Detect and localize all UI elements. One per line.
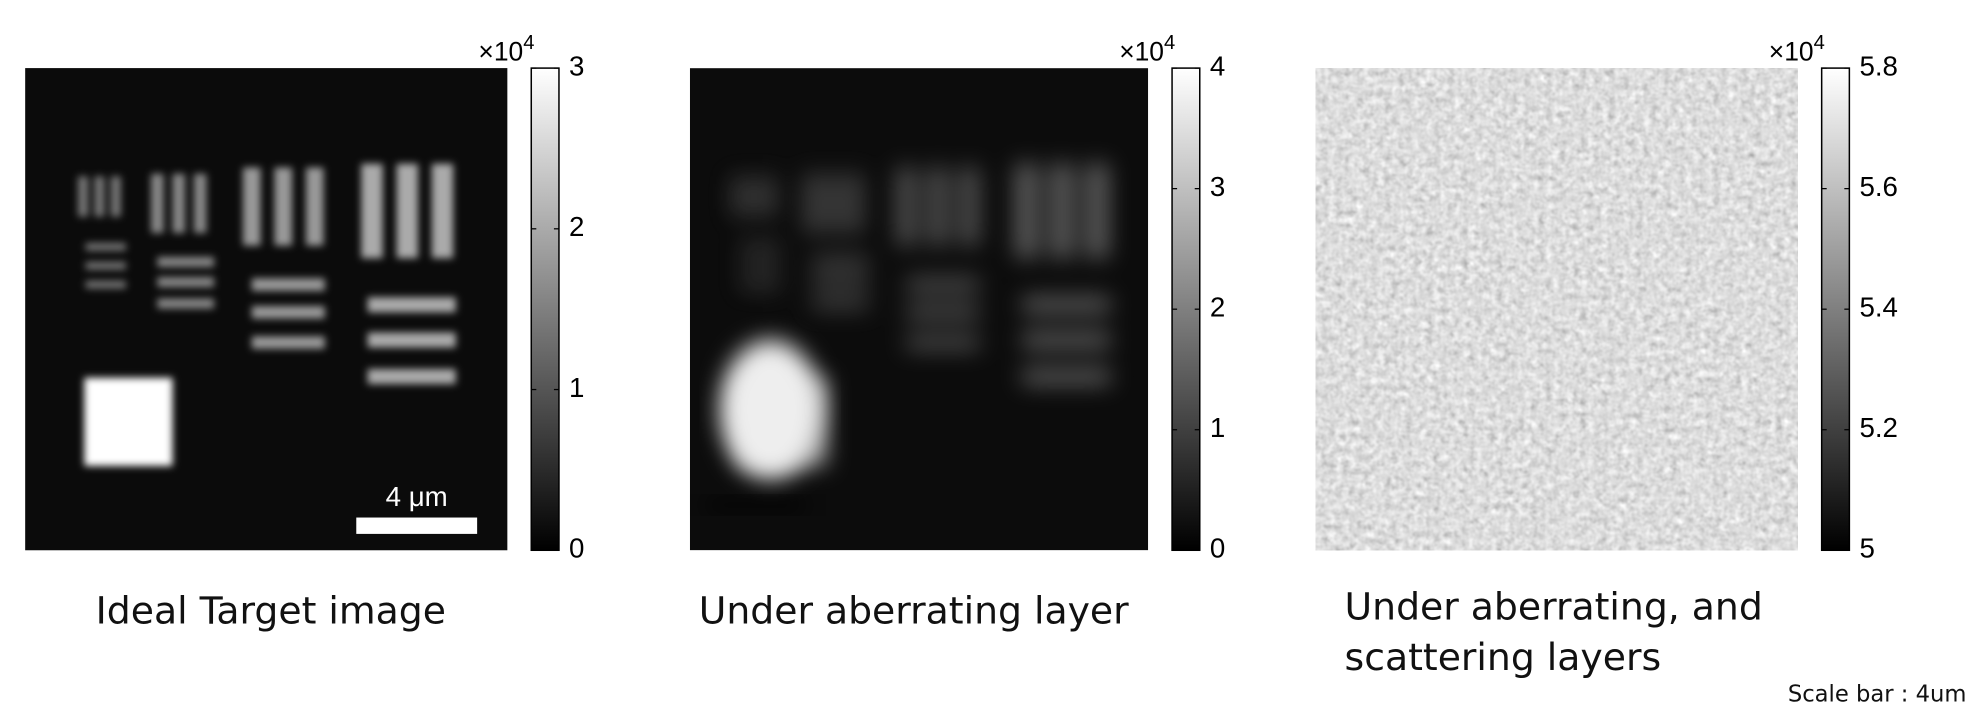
colorbar-multiplier: ×104 — [478, 32, 534, 66]
colorbar-tick-label: 3 — [569, 50, 584, 81]
colorbar-tick-label: 5.2 — [1859, 412, 1898, 443]
colorbar-tick-label: 2 — [569, 211, 584, 242]
caption: Under aberrating, and — [1345, 585, 1763, 629]
colorbar-tick-label: 4 — [1210, 50, 1225, 81]
colorbar-tick-label: 0 — [1210, 533, 1225, 564]
colorbar — [531, 68, 559, 550]
colorbar-tick-label: 3 — [1210, 171, 1225, 202]
caption: Under aberrating layer — [699, 588, 1129, 632]
scale-bar-label: 4 μm — [386, 481, 448, 512]
image — [25, 68, 507, 550]
image — [690, 68, 1148, 550]
caption: Ideal Target image — [96, 588, 446, 632]
colorbar-tick-label: 2 — [1210, 291, 1225, 322]
multiplier-base: ×10 — [1769, 37, 1814, 67]
colorbar-tick-label: 1 — [1210, 412, 1225, 443]
multiplier-base: ×10 — [478, 37, 523, 67]
colorbar-tick-label: 5.6 — [1859, 171, 1898, 202]
colorbar-multiplier: ×104 — [1119, 32, 1175, 66]
image — [1316, 68, 1798, 550]
colorbar-tick-label: 5.4 — [1859, 291, 1898, 322]
multiplier-exponent: 4 — [1814, 32, 1825, 54]
multiplier-base: ×10 — [1119, 37, 1164, 67]
multiplier-exponent: 4 — [1164, 32, 1175, 54]
colorbar-tick-label: 5.8 — [1859, 50, 1898, 81]
colorbar-tick-label: 5 — [1859, 533, 1874, 564]
colorbar-multiplier: ×104 — [1769, 32, 1825, 66]
multiplier-exponent: 4 — [523, 32, 534, 54]
figure: 0123×104Ideal Target image4 μm01234×104U… — [0, 0, 1974, 709]
colorbar-tick-label: 0 — [569, 533, 584, 564]
footnote: Scale bar : 4um — [1788, 681, 1967, 707]
colorbar-tick-label: 1 — [569, 372, 584, 403]
caption: scattering layers — [1345, 635, 1662, 679]
